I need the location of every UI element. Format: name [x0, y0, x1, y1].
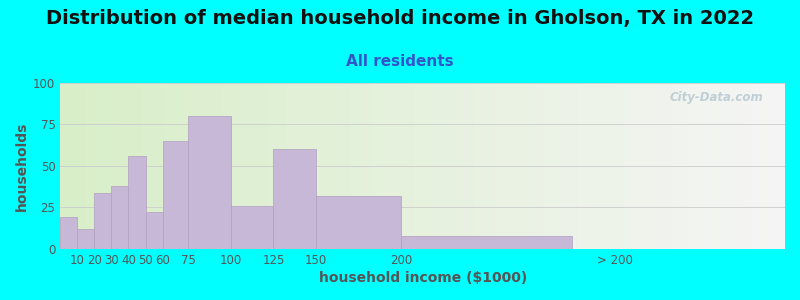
Bar [231, 206, 274, 249]
Text: City-Data.com: City-Data.com [670, 91, 763, 104]
Bar [129, 156, 146, 249]
Bar [274, 149, 316, 249]
Bar [94, 193, 111, 249]
Bar [402, 236, 572, 249]
Bar [162, 141, 188, 249]
Bar [60, 218, 78, 249]
X-axis label: household income ($1000): household income ($1000) [318, 271, 526, 285]
Text: Distribution of median household income in Gholson, TX in 2022: Distribution of median household income … [46, 9, 754, 28]
Y-axis label: households: households [15, 121, 29, 211]
Text: All residents: All residents [346, 54, 454, 69]
Bar [188, 116, 231, 249]
Bar [78, 229, 94, 249]
Bar [316, 196, 402, 249]
Bar [111, 186, 129, 249]
Bar [146, 212, 162, 249]
